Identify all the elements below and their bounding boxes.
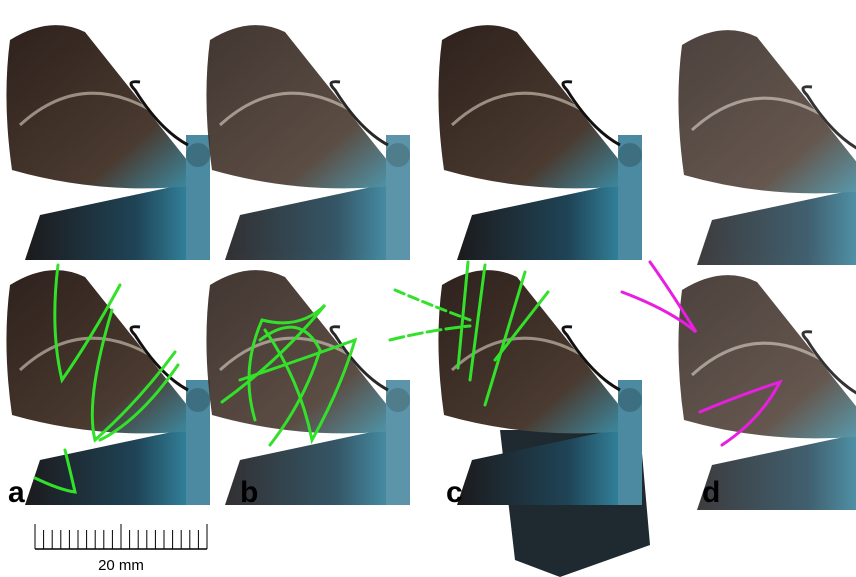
specimen-d-top [678, 30, 856, 265]
butterfly [678, 30, 856, 265]
panel-label: b [240, 476, 258, 509]
specimen-b-bottom [206, 270, 410, 505]
butterfly [438, 270, 642, 505]
specimen-d-bottom [678, 275, 856, 510]
scale-bar [35, 524, 207, 549]
butterfly [206, 25, 410, 260]
specimen-c-bottom [438, 270, 650, 577]
butterfly [438, 25, 642, 260]
butterfly [6, 25, 210, 260]
specimen-c-top [438, 25, 642, 260]
specimen-b-top [206, 25, 410, 260]
butterfly [206, 270, 410, 505]
butterfly [678, 275, 856, 510]
figure: a b c d 20 mm [0, 0, 856, 577]
panel-label: c [446, 476, 463, 509]
specimen-a-top [6, 25, 210, 260]
scale-label: 20 mm [98, 557, 144, 574]
panel-label: a [8, 476, 25, 509]
panel-label: d [702, 476, 720, 509]
